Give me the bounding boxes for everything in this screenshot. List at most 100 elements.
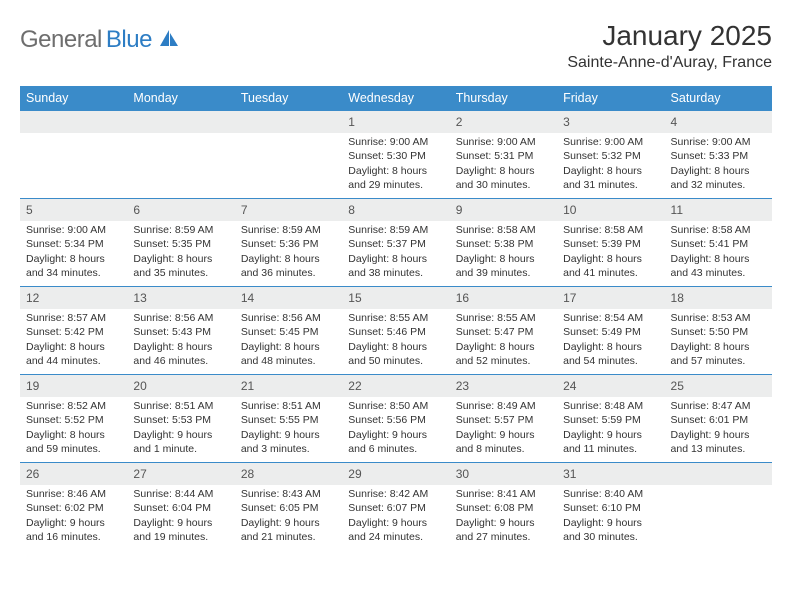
daylight-line2: and 1 minute. (133, 442, 228, 456)
calendar-cell: 10Sunrise: 8:58 AMSunset: 5:39 PMDayligh… (557, 198, 664, 286)
daylight-line1: Daylight: 8 hours (563, 252, 658, 266)
day-content: Sunrise: 8:47 AMSunset: 6:01 PMDaylight:… (665, 397, 772, 460)
weekday-saturday: Saturday (665, 86, 772, 110)
sunrise-text: Sunrise: 8:59 AM (348, 223, 443, 237)
calendar-week: 19Sunrise: 8:52 AMSunset: 5:52 PMDayligh… (20, 374, 772, 462)
daylight-line2: and 48 minutes. (241, 354, 336, 368)
daylight-line2: and 19 minutes. (133, 530, 228, 544)
daylight-line1: Daylight: 9 hours (563, 516, 658, 530)
day-number: 1 (342, 110, 449, 133)
sunrise-text: Sunrise: 8:55 AM (348, 311, 443, 325)
daylight-line2: and 29 minutes. (348, 178, 443, 192)
sunset-text: Sunset: 5:53 PM (133, 413, 228, 427)
sunset-text: Sunset: 5:34 PM (26, 237, 121, 251)
day-content: Sunrise: 8:53 AMSunset: 5:50 PMDaylight:… (665, 309, 772, 372)
sunset-text: Sunset: 5:32 PM (563, 149, 658, 163)
calendar-cell: 16Sunrise: 8:55 AMSunset: 5:47 PMDayligh… (450, 286, 557, 374)
daylight-line2: and 6 minutes. (348, 442, 443, 456)
sunrise-text: Sunrise: 8:56 AM (241, 311, 336, 325)
day-number-empty (20, 110, 127, 133)
calendar-cell: 20Sunrise: 8:51 AMSunset: 5:53 PMDayligh… (127, 374, 234, 462)
daylight-line2: and 46 minutes. (133, 354, 228, 368)
sunrise-text: Sunrise: 8:59 AM (241, 223, 336, 237)
calendar-cell (127, 110, 234, 198)
sunrise-text: Sunrise: 9:00 AM (456, 135, 551, 149)
daylight-line1: Daylight: 8 hours (456, 252, 551, 266)
sunrise-text: Sunrise: 9:00 AM (26, 223, 121, 237)
calendar-cell: 9Sunrise: 8:58 AMSunset: 5:38 PMDaylight… (450, 198, 557, 286)
day-content: Sunrise: 8:59 AMSunset: 5:37 PMDaylight:… (342, 221, 449, 284)
day-content: Sunrise: 8:57 AMSunset: 5:42 PMDaylight:… (20, 309, 127, 372)
day-content: Sunrise: 8:55 AMSunset: 5:47 PMDaylight:… (450, 309, 557, 372)
calendar-cell (20, 110, 127, 198)
calendar-cell: 1Sunrise: 9:00 AMSunset: 5:30 PMDaylight… (342, 110, 449, 198)
daylight-line1: Daylight: 9 hours (348, 516, 443, 530)
daylight-line2: and 41 minutes. (563, 266, 658, 280)
weekday-row: SundayMondayTuesdayWednesdayThursdayFrid… (20, 86, 772, 110)
sunset-text: Sunset: 6:02 PM (26, 501, 121, 515)
calendar-cell: 25Sunrise: 8:47 AMSunset: 6:01 PMDayligh… (665, 374, 772, 462)
calendar-cell: 11Sunrise: 8:58 AMSunset: 5:41 PMDayligh… (665, 198, 772, 286)
weekday-thursday: Thursday (450, 86, 557, 110)
daylight-line1: Daylight: 8 hours (563, 164, 658, 178)
daylight-line1: Daylight: 9 hours (456, 428, 551, 442)
sunset-text: Sunset: 5:47 PM (456, 325, 551, 339)
daylight-line2: and 57 minutes. (671, 354, 766, 368)
sunrise-text: Sunrise: 8:52 AM (26, 399, 121, 413)
daylight-line2: and 43 minutes. (671, 266, 766, 280)
sunrise-text: Sunrise: 8:59 AM (133, 223, 228, 237)
weekday-sunday: Sunday (20, 86, 127, 110)
day-number: 26 (20, 462, 127, 485)
day-content: Sunrise: 8:49 AMSunset: 5:57 PMDaylight:… (450, 397, 557, 460)
day-content: Sunrise: 8:44 AMSunset: 6:04 PMDaylight:… (127, 485, 234, 548)
day-number: 23 (450, 374, 557, 397)
calendar-body: 1Sunrise: 9:00 AMSunset: 5:30 PMDaylight… (20, 110, 772, 550)
daylight-line2: and 52 minutes. (456, 354, 551, 368)
sunrise-text: Sunrise: 8:54 AM (563, 311, 658, 325)
daylight-line2: and 27 minutes. (456, 530, 551, 544)
calendar-week: 5Sunrise: 9:00 AMSunset: 5:34 PMDaylight… (20, 198, 772, 286)
day-content: Sunrise: 8:56 AMSunset: 5:43 PMDaylight:… (127, 309, 234, 372)
day-number: 14 (235, 286, 342, 309)
daylight-line1: Daylight: 8 hours (348, 340, 443, 354)
calendar-cell: 30Sunrise: 8:41 AMSunset: 6:08 PMDayligh… (450, 462, 557, 550)
day-content: Sunrise: 8:55 AMSunset: 5:46 PMDaylight:… (342, 309, 449, 372)
daylight-line1: Daylight: 8 hours (348, 252, 443, 266)
weekday-tuesday: Tuesday (235, 86, 342, 110)
calendar-cell: 4Sunrise: 9:00 AMSunset: 5:33 PMDaylight… (665, 110, 772, 198)
day-content: Sunrise: 8:58 AMSunset: 5:38 PMDaylight:… (450, 221, 557, 284)
day-number: 10 (557, 198, 664, 221)
day-content: Sunrise: 8:43 AMSunset: 6:05 PMDaylight:… (235, 485, 342, 548)
day-content: Sunrise: 8:58 AMSunset: 5:41 PMDaylight:… (665, 221, 772, 284)
daylight-line2: and 24 minutes. (348, 530, 443, 544)
sunrise-text: Sunrise: 8:40 AM (563, 487, 658, 501)
daylight-line1: Daylight: 8 hours (563, 340, 658, 354)
location-subtitle: Sainte-Anne-d'Auray, France (567, 54, 772, 72)
sunrise-text: Sunrise: 8:50 AM (348, 399, 443, 413)
sunset-text: Sunset: 6:01 PM (671, 413, 766, 427)
daylight-line2: and 35 minutes. (133, 266, 228, 280)
sunrise-text: Sunrise: 8:53 AM (671, 311, 766, 325)
sunset-text: Sunset: 6:04 PM (133, 501, 228, 515)
sunset-text: Sunset: 5:50 PM (671, 325, 766, 339)
sunrise-text: Sunrise: 8:58 AM (563, 223, 658, 237)
sunset-text: Sunset: 6:10 PM (563, 501, 658, 515)
sunset-text: Sunset: 5:31 PM (456, 149, 551, 163)
day-content: Sunrise: 8:51 AMSunset: 5:55 PMDaylight:… (235, 397, 342, 460)
calendar-cell: 2Sunrise: 9:00 AMSunset: 5:31 PMDaylight… (450, 110, 557, 198)
day-number: 21 (235, 374, 342, 397)
calendar-cell: 6Sunrise: 8:59 AMSunset: 5:35 PMDaylight… (127, 198, 234, 286)
daylight-line1: Daylight: 9 hours (241, 516, 336, 530)
daylight-line1: Daylight: 8 hours (671, 340, 766, 354)
day-number: 17 (557, 286, 664, 309)
calendar-cell (665, 462, 772, 550)
weekday-monday: Monday (127, 86, 234, 110)
sunset-text: Sunset: 6:05 PM (241, 501, 336, 515)
sunset-text: Sunset: 5:55 PM (241, 413, 336, 427)
daylight-line1: Daylight: 8 hours (671, 164, 766, 178)
daylight-line1: Daylight: 9 hours (26, 516, 121, 530)
sunset-text: Sunset: 5:38 PM (456, 237, 551, 251)
daylight-line1: Daylight: 8 hours (26, 340, 121, 354)
day-number: 24 (557, 374, 664, 397)
sunrise-text: Sunrise: 8:41 AM (456, 487, 551, 501)
